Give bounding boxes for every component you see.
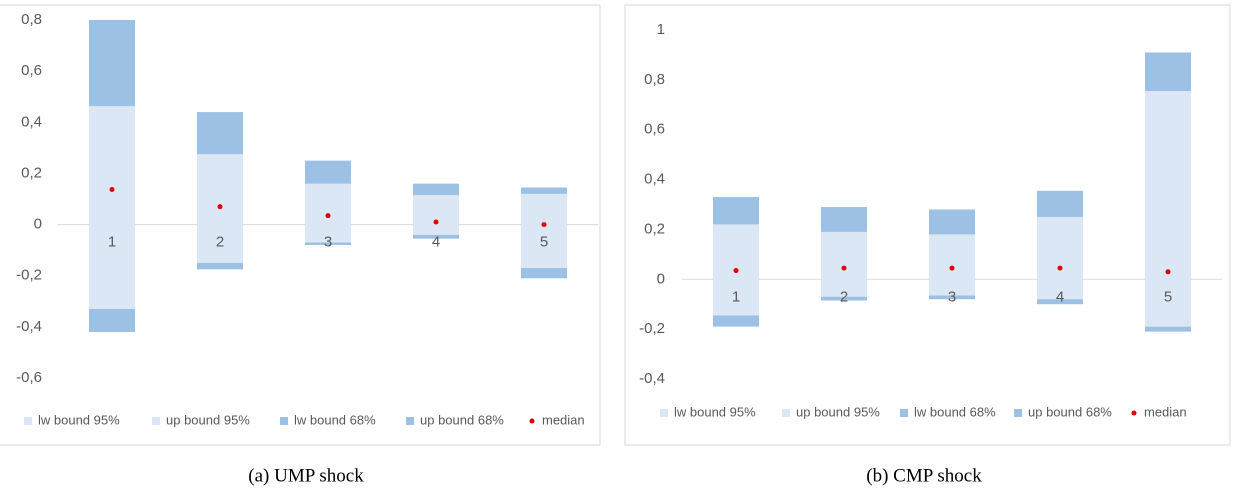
legend-label: up bound 68% (1028, 404, 1112, 419)
band-lower (305, 242, 351, 246)
band-upper (521, 187, 567, 194)
y-tick-label: -0,4 (16, 318, 42, 335)
band-lower (521, 268, 567, 279)
y-tick-label: 0,6 (644, 121, 665, 138)
band-lower (929, 295, 975, 300)
legend-marker (280, 417, 288, 425)
band-upper (89, 20, 135, 107)
legend-marker (406, 417, 414, 425)
median-dot (949, 265, 955, 271)
legend-label: lw bound 68% (294, 412, 376, 427)
band-68-inner (929, 234, 975, 296)
band-lower (1145, 326, 1191, 332)
legend-marker (900, 409, 908, 417)
median-dot (325, 213, 331, 219)
band-lower (713, 315, 759, 327)
legend-marker (24, 417, 32, 425)
band-upper (413, 183, 459, 196)
legend-marker (1014, 409, 1022, 417)
y-tick-label: 0,4 (21, 113, 42, 130)
legend-marker (660, 409, 668, 417)
y-tick-label: 0,2 (644, 220, 665, 237)
legend-label: up bound 95% (796, 404, 880, 419)
legend-label: median (1144, 404, 1187, 419)
caption: (a) UMP shock (248, 465, 364, 486)
band-upper (1145, 52, 1191, 92)
band-upper (821, 206, 867, 232)
y-tick-label: 0,8 (644, 71, 665, 88)
band-lower (197, 262, 243, 270)
x-tick-label: 3 (324, 234, 332, 251)
median-dot (841, 265, 847, 271)
median-dot (109, 187, 115, 193)
y-tick-label: 0 (34, 216, 42, 233)
y-tick-label: 0,4 (644, 171, 665, 188)
legend-label: up bound 68% (420, 412, 504, 427)
band-upper (305, 160, 351, 184)
legend-marker (152, 417, 160, 425)
legend-label: lw bound 95% (674, 404, 756, 419)
legend-marker (529, 418, 535, 424)
band-68-inner (1037, 216, 1083, 300)
y-tick-label: 0,2 (21, 164, 42, 181)
band-upper (929, 209, 975, 235)
band-68-inner (521, 193, 567, 269)
legend-marker (1131, 410, 1137, 416)
band-upper (1037, 190, 1083, 217)
legend-label: up bound 95% (166, 412, 250, 427)
median-dot (433, 219, 439, 225)
band-68-inner (89, 106, 135, 309)
band-upper (197, 112, 243, 155)
band-upper (713, 197, 759, 225)
band-lower (413, 234, 459, 239)
band-68-inner (413, 195, 459, 235)
x-tick-label: 2 (216, 234, 224, 251)
band-lower (821, 296, 867, 301)
legend-label: lw bound 68% (914, 404, 996, 419)
caption: (b) CMP shock (866, 465, 982, 486)
panel-border (624, 4, 1231, 446)
x-tick-label: 1 (732, 288, 740, 305)
x-tick-label: 3 (948, 288, 956, 305)
y-tick-label: 0 (657, 270, 665, 287)
x-tick-label: 4 (432, 234, 440, 251)
legend-label: median (542, 412, 585, 427)
median-dot (1057, 265, 1063, 271)
x-tick-label: 5 (1164, 288, 1172, 305)
y-tick-label: -0,2 (16, 267, 42, 284)
y-tick-label: 0,8 (21, 11, 42, 28)
band-68-inner (821, 231, 867, 297)
band-lower (89, 308, 135, 332)
band-68-inner (305, 183, 351, 243)
y-tick-label: -0,6 (16, 369, 42, 386)
band-68-inner (1145, 91, 1191, 327)
y-tick-label: 0,6 (21, 62, 42, 79)
band-lower (1037, 299, 1083, 305)
y-tick-label: -0,4 (639, 370, 665, 387)
median-dot (541, 222, 547, 228)
legend-marker (782, 409, 790, 417)
median-dot (217, 204, 223, 210)
x-tick-label: 5 (540, 234, 548, 251)
y-tick-label: 1 (657, 21, 665, 38)
median-dot (733, 268, 739, 274)
y-tick-label: -0,2 (639, 320, 665, 337)
x-tick-label: 2 (840, 288, 848, 305)
legend-label: lw bound 95% (38, 412, 120, 427)
median-dot (1165, 269, 1171, 275)
x-tick-label: 4 (1056, 288, 1064, 305)
x-tick-label: 1 (108, 234, 116, 251)
